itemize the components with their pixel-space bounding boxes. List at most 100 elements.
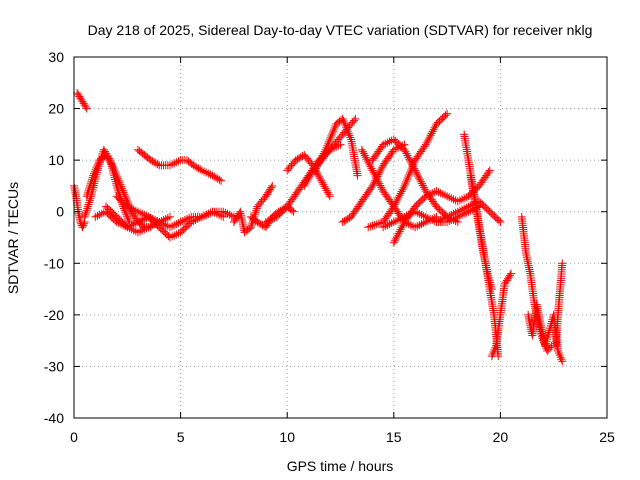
data-point xyxy=(373,175,382,184)
data-point xyxy=(196,165,205,174)
data-point xyxy=(374,177,383,186)
data-point xyxy=(210,172,219,181)
data-point xyxy=(86,179,95,188)
data-point xyxy=(394,229,403,238)
data-point xyxy=(328,127,337,136)
data-point xyxy=(83,202,92,211)
data-point xyxy=(261,192,270,201)
data-point xyxy=(445,211,454,220)
data-point xyxy=(153,160,162,169)
data-point xyxy=(304,174,313,183)
data-point xyxy=(74,90,83,99)
data-point xyxy=(374,219,383,228)
data-point xyxy=(410,164,419,173)
y-axis-label: SDTVAR / TECUs xyxy=(5,182,21,294)
data-point xyxy=(381,139,390,148)
data-point xyxy=(362,155,371,164)
data-point xyxy=(419,211,428,220)
data-point xyxy=(322,143,331,152)
data-point xyxy=(191,162,200,171)
data-point xyxy=(87,175,96,184)
data-point xyxy=(500,279,509,288)
data-point xyxy=(556,353,565,362)
data-point xyxy=(421,140,430,149)
data-point xyxy=(421,192,430,201)
data-point xyxy=(422,138,431,147)
data-point xyxy=(413,170,422,179)
data-point xyxy=(221,208,230,217)
data-point xyxy=(404,153,413,162)
data-point xyxy=(343,214,352,223)
x-tick-label: 5 xyxy=(177,429,185,445)
data-point xyxy=(357,145,366,154)
data-point xyxy=(93,160,102,169)
data-point xyxy=(421,212,430,221)
data-point xyxy=(172,220,181,229)
data-point xyxy=(314,170,323,179)
data-point xyxy=(265,187,274,196)
data-point xyxy=(443,109,452,118)
x-tick-label: 10 xyxy=(279,429,295,445)
data-point xyxy=(363,157,372,166)
data-point xyxy=(170,159,179,168)
data-point xyxy=(345,131,354,140)
data-point xyxy=(289,207,298,216)
data-point xyxy=(376,166,385,175)
data-point xyxy=(253,218,262,227)
data-point xyxy=(165,223,174,232)
data-point xyxy=(398,185,407,194)
data-point xyxy=(79,219,88,228)
data-point xyxy=(453,207,462,216)
data-point xyxy=(484,168,493,177)
data-point xyxy=(417,220,426,229)
data-point xyxy=(419,219,428,228)
data-point xyxy=(266,185,275,194)
data-point xyxy=(316,155,325,164)
data-point xyxy=(361,153,370,162)
data-point xyxy=(79,99,88,108)
data-point xyxy=(453,197,462,206)
data-point xyxy=(399,219,408,228)
data-point xyxy=(91,212,100,221)
data-point xyxy=(105,156,114,165)
data-point xyxy=(144,223,153,232)
data-point xyxy=(399,183,408,192)
data-point xyxy=(252,206,261,215)
data-point xyxy=(168,160,177,169)
data-point xyxy=(440,191,449,200)
data-point xyxy=(321,184,330,193)
data-point xyxy=(391,234,400,243)
data-point xyxy=(146,222,155,231)
data-point xyxy=(108,161,117,170)
data-point xyxy=(385,137,394,146)
data-point xyxy=(458,195,467,204)
data-point xyxy=(344,129,353,138)
data-point xyxy=(342,215,351,224)
data-point xyxy=(449,195,458,204)
data-point xyxy=(225,210,234,219)
data-point xyxy=(75,92,84,101)
data-point xyxy=(507,269,516,278)
data-point xyxy=(117,182,126,191)
data-point xyxy=(125,224,134,233)
data-point xyxy=(415,175,424,184)
data-point xyxy=(402,177,411,186)
data-point xyxy=(85,198,94,207)
data-point xyxy=(89,171,98,180)
data-point xyxy=(317,176,326,185)
data-point xyxy=(140,225,149,234)
data-point xyxy=(229,218,238,227)
data-point xyxy=(267,183,276,192)
data-point xyxy=(400,181,409,190)
data-point xyxy=(445,193,454,202)
data-point xyxy=(321,145,330,154)
data-point xyxy=(200,211,209,220)
data-point xyxy=(110,167,119,176)
data-point xyxy=(91,165,100,174)
data-point xyxy=(416,177,425,186)
data-point xyxy=(133,228,142,237)
data-point xyxy=(136,208,145,217)
data-point xyxy=(395,227,404,236)
y-tick-label: -40 xyxy=(44,410,64,426)
data-point xyxy=(85,183,94,192)
